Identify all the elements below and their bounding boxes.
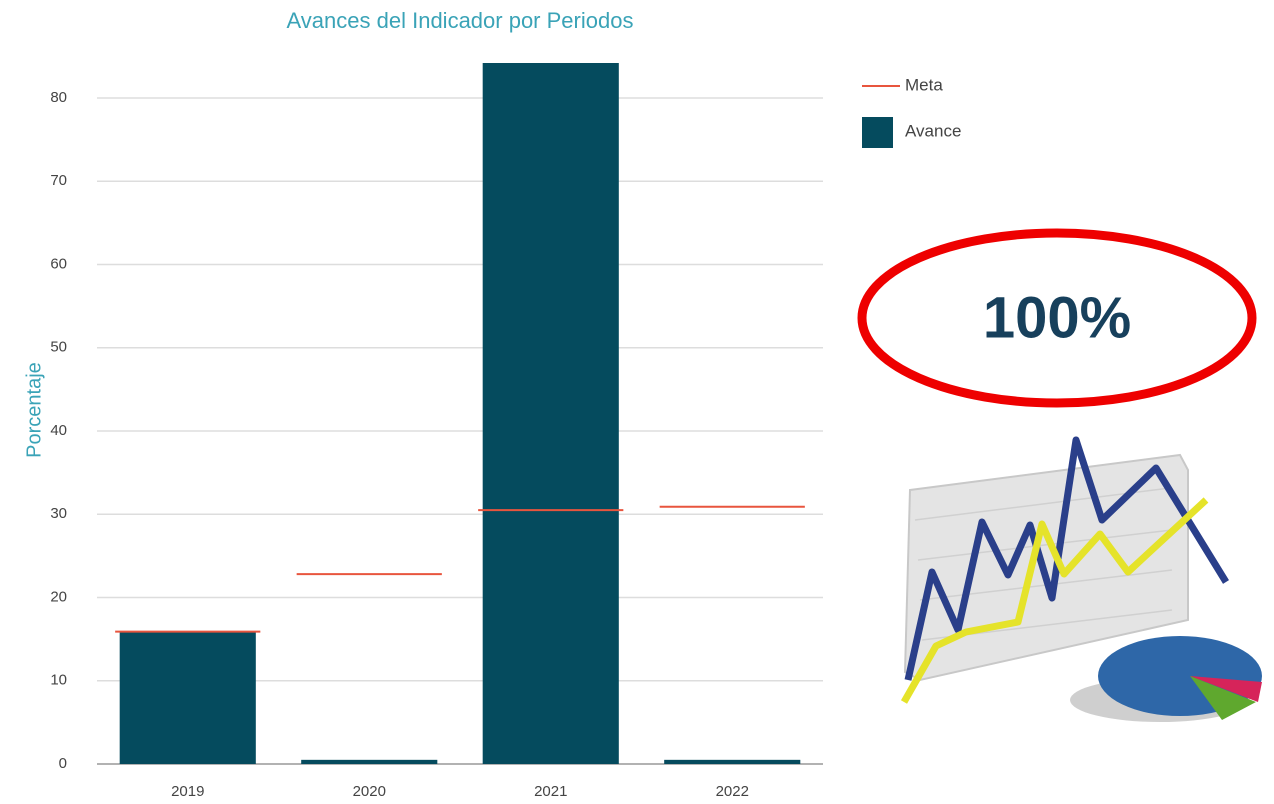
y-tick-label: 0 xyxy=(59,755,67,772)
clipart xyxy=(900,436,1262,722)
bar xyxy=(301,759,438,764)
highlight-ellipse xyxy=(857,228,1257,408)
chart-title: Avances del Indicador por Periodos xyxy=(287,8,634,33)
y-tick-label: 10 xyxy=(50,672,67,689)
y-tick-label: 50 xyxy=(50,339,67,356)
annotation: 100% xyxy=(983,285,1131,350)
x-tick-label: 2022 xyxy=(716,783,749,800)
bar xyxy=(119,631,256,764)
x-tick-label: 2020 xyxy=(353,783,386,800)
legend-swatch xyxy=(862,117,893,148)
x-tick-label: 2019 xyxy=(171,783,204,800)
x-tick-label: 2021 xyxy=(534,783,567,800)
y-tick-label: 60 xyxy=(50,255,67,272)
bar xyxy=(482,63,619,764)
legend-label: Meta xyxy=(905,75,943,94)
y-tick-label: 80 xyxy=(50,89,67,106)
y-tick-label: 20 xyxy=(50,588,67,605)
bar xyxy=(664,759,801,764)
y-axis-label: Porcentaje xyxy=(23,362,45,458)
legend-label: Avance xyxy=(905,121,961,140)
y-tick-label: 30 xyxy=(50,505,67,522)
y-tick-label: 70 xyxy=(50,172,67,189)
y-tick-label: 40 xyxy=(50,422,67,439)
